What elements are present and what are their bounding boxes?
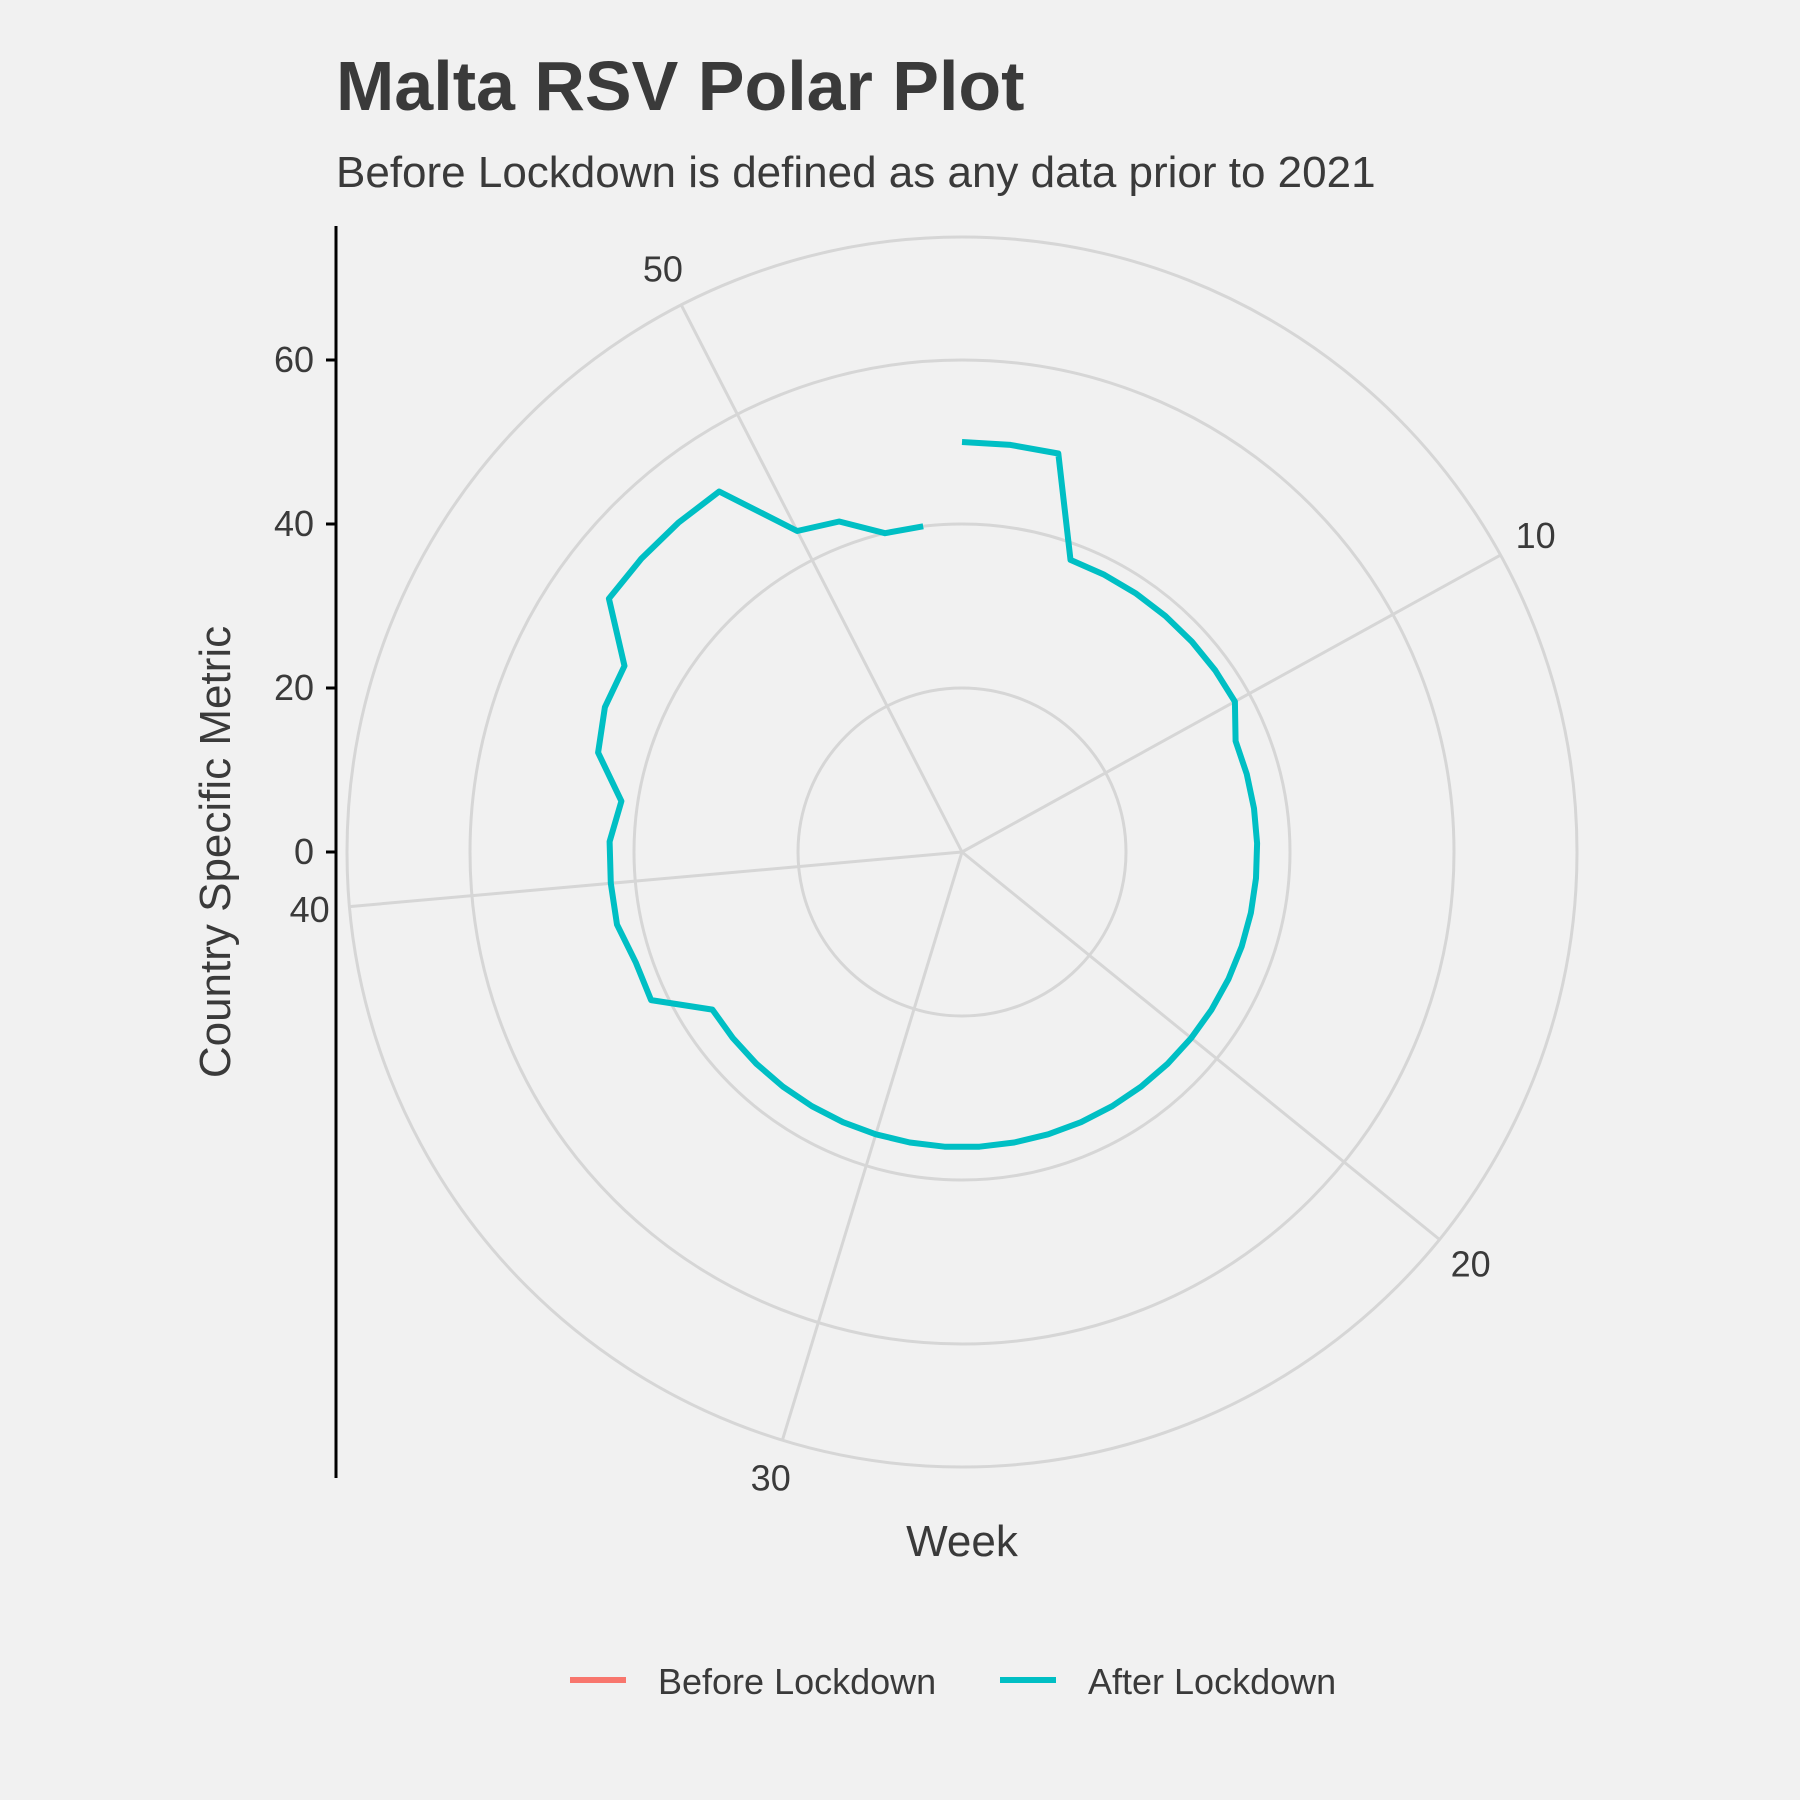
series-line — [595, 439, 1261, 1150]
x-axis-label: Week — [906, 1517, 1019, 1566]
chart-title: Malta RSV Polar Plot — [336, 47, 1025, 125]
y-axis: 0 20 40 60 — [274, 226, 338, 1478]
angular-tick-label: 50 — [643, 248, 683, 289]
angular-tick-label: 20 — [1451, 1244, 1491, 1285]
angular-axis-labels: 10 20 30 40 50 — [290, 248, 1556, 1498]
grid-spoke — [349, 850, 963, 909]
y-tick-label: 60 — [274, 339, 314, 380]
legend: Before Lockdown After Lockdown — [570, 1661, 1336, 1702]
grid-spoke — [679, 304, 964, 853]
y-tick-label: 40 — [274, 503, 314, 544]
polar-grid — [345, 235, 1579, 1469]
grid-spoke — [961, 553, 1502, 854]
legend-label: After Lockdown — [1088, 1661, 1336, 1702]
grid-circle — [345, 235, 1579, 1469]
grid-spoke — [961, 850, 1441, 1241]
y-axis-label: Country Specific Metric — [191, 626, 240, 1078]
y-tick-label: 0 — [294, 831, 314, 872]
grid-circle — [796, 686, 1128, 1018]
legend-label: Before Lockdown — [658, 1661, 936, 1702]
angular-tick-label: 10 — [1516, 515, 1556, 556]
grid-spoke — [780, 851, 964, 1441]
chart-subtitle: Before Lockdown is defined as any data p… — [336, 148, 1376, 197]
series-layer — [595, 439, 1261, 1150]
grid-circle — [468, 358, 1456, 1346]
grid-circle — [632, 522, 1292, 1182]
angular-tick-label: 40 — [290, 889, 330, 930]
y-tick-label: 20 — [274, 667, 314, 708]
angular-tick-label: 30 — [751, 1457, 791, 1498]
